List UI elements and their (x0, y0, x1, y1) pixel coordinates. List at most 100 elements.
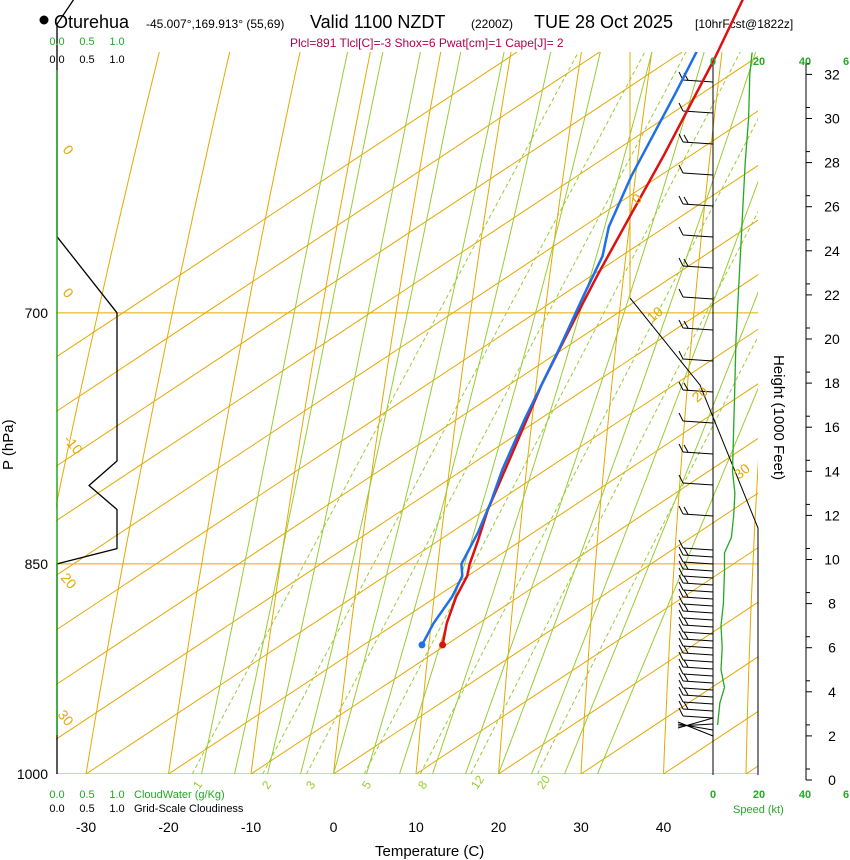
wind-barb-flag (678, 623, 684, 633)
wind-barb-shaft (682, 141, 714, 145)
wind-barb-flag (683, 589, 689, 598)
wind-barb (678, 539, 714, 551)
cloudwater-tick-label: 1.0 (109, 36, 124, 48)
wind-barb-shaft (682, 172, 714, 176)
isotherm-line (56, 55, 758, 522)
wind-barb-shaft (682, 617, 714, 621)
moist-adiabat-line (267, 52, 421, 774)
moist-adiabat-line (432, 52, 653, 774)
wind-barb-shaft (682, 659, 714, 663)
wind-barb-flag (678, 686, 684, 696)
stability-params: Plcl=891 Tlcl[C]=-3 Shox=6 Pwat[cm]=1 Ca… (290, 36, 564, 50)
dry-adiabat-label: 0 (60, 142, 77, 158)
wind-barb (678, 581, 714, 593)
wind-barb-shaft (682, 547, 714, 551)
valid-date: TUE 28 Oct 2025 (534, 12, 673, 32)
wind-barb-shaft (682, 715, 714, 719)
wind-barb-flag (678, 412, 684, 422)
speed-tick-label: 6 (843, 789, 849, 801)
wind-barb (678, 195, 714, 207)
moist-adiabat-line (531, 180, 758, 774)
wind-barb (678, 553, 714, 565)
wind-barb-flag (678, 195, 684, 205)
series-grid-scale-cloudiness-line (56, 0, 118, 565)
wind-barb-flag (678, 288, 684, 298)
temperature-tick-label: -30 (76, 819, 96, 835)
wind-barb-flag (678, 539, 684, 549)
pressure-tick-label: 1000 (17, 766, 48, 782)
wind-barb (678, 651, 714, 663)
height-tick-label: 30 (824, 111, 840, 127)
height-tick-label: 8 (828, 596, 836, 612)
wind-barb-flag (683, 659, 689, 668)
wind-barb-shaft (682, 513, 714, 517)
wind-barb-flag (678, 164, 684, 174)
wind-barb-flag (678, 567, 684, 577)
wind-barb (678, 665, 714, 677)
height-tick-label: 0 (828, 772, 836, 788)
wind-barb-flag (683, 687, 689, 696)
isotherm-line (168, 383, 758, 774)
cloudiness-tick-label: 0.0 (49, 54, 64, 66)
speed-tick-label: 6 (843, 56, 849, 68)
wind-barb-shaft (682, 420, 714, 424)
wind-barb-flag (678, 319, 684, 329)
cloudwater-label: CloudWater (g/Kg) (134, 789, 225, 801)
cloudwater-tick-label: 0.5 (79, 789, 94, 801)
valid-time: Valid 1100 NZDT (310, 12, 445, 32)
wind-barb-flag (683, 575, 689, 584)
wind-barb (678, 679, 714, 691)
wind-barb-flag (678, 474, 684, 484)
wind-barb-flag (678, 505, 684, 515)
isotherm-line (56, 219, 758, 686)
wind-barb (678, 257, 714, 269)
x-axis-title: Temperature (C) (375, 843, 484, 860)
wind-barb-flag (678, 102, 684, 112)
wind-barb (678, 623, 714, 635)
mixing-ratio-label: 20 (534, 772, 553, 791)
wind-barb-flag (683, 134, 689, 143)
surface-marker (439, 641, 447, 649)
cloudiness-tick-label: 1.0 (109, 803, 124, 815)
height-tick-label: 26 (824, 199, 840, 215)
wind-barb (678, 707, 714, 719)
wind-barb-shaft (682, 589, 714, 593)
wind-barb-shaft (682, 358, 714, 362)
wind-barb-flag (683, 561, 689, 570)
dry-adiabat-label: -10 (61, 432, 86, 458)
cloudwater-tick-label: 0.5 (79, 36, 94, 48)
dry-adiabat-line (85, 52, 231, 774)
wind-barb-flag (678, 616, 684, 626)
cloudiness-tick-label: 1.0 (109, 54, 124, 66)
wind-barb-flag (678, 226, 684, 236)
isotherm-line (56, 52, 600, 413)
wind-barb-flag (678, 133, 684, 143)
wind-barb-flag (678, 546, 684, 556)
station-dot-icon (39, 15, 49, 25)
wind-barb (678, 637, 714, 649)
wind-barb-flag (683, 547, 689, 556)
dry-adiabat-label: 0 (60, 285, 77, 301)
wind-barb (678, 700, 714, 712)
wind-barb-flag (678, 381, 684, 391)
dry-adiabat-label: 20 (58, 570, 80, 592)
isotherm-label: 20 (689, 383, 711, 405)
wind-barb-flag (678, 257, 684, 267)
height-tick-label: 6 (828, 640, 836, 656)
wind-barb-flag (678, 637, 684, 647)
speed-tick-label: 0 (710, 56, 716, 68)
wind-barbs (677, 71, 714, 737)
wind-barb-flag (683, 645, 689, 654)
series-dewpoint-line (420, 52, 698, 646)
wind-barb (678, 609, 714, 621)
wind-barb-shaft (677, 717, 714, 729)
wind-barb (678, 595, 714, 607)
wind-barb-flag (678, 679, 684, 689)
wind-barb (678, 658, 714, 670)
mixing-ratio-line (191, 52, 579, 774)
wind-barb-shaft (677, 723, 714, 727)
moist-adiabat-line (366, 52, 552, 774)
cloudiness-label: Grid-Scale Cloudiness (134, 803, 244, 815)
wind-barb-shaft (682, 296, 714, 300)
speed-tick-label: 40 (799, 789, 811, 801)
